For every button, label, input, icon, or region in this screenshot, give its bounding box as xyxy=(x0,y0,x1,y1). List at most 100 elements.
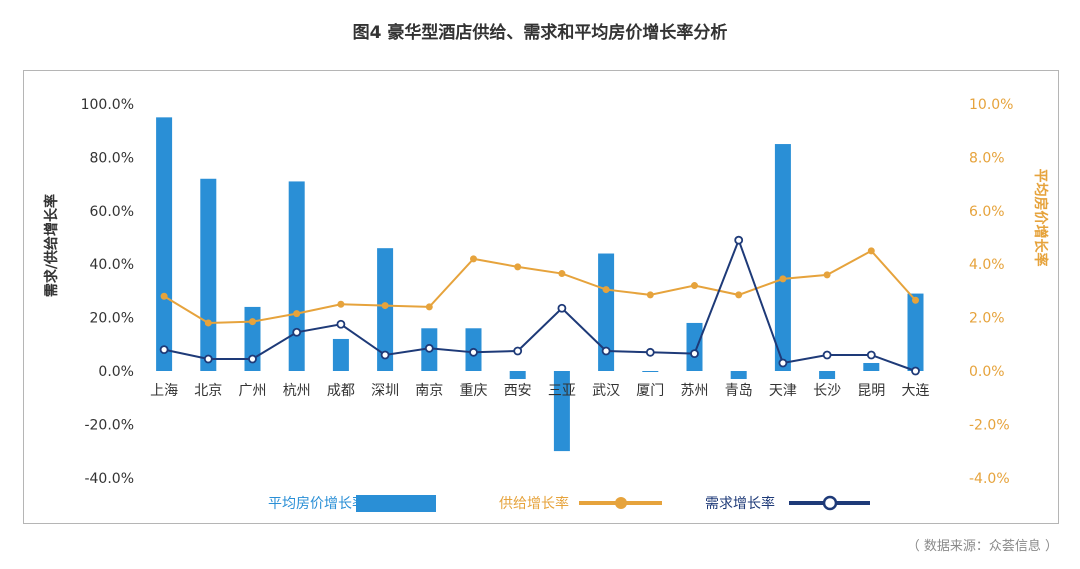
category-label: 三亚 xyxy=(548,383,576,399)
category-label: 杭州 xyxy=(283,383,311,399)
price-growth-bar xyxy=(332,338,349,371)
legend-marker-demand xyxy=(822,495,838,511)
legend-label-price: 平均房价增长率 xyxy=(268,495,366,512)
demand-growth-point xyxy=(734,235,744,245)
supply-growth-point xyxy=(646,291,654,299)
category-label: 西安 xyxy=(504,383,532,399)
demand-growth-point xyxy=(380,350,390,360)
price-growth-bar xyxy=(774,144,791,371)
supply-growth-point xyxy=(381,302,389,310)
legend-swatch-price xyxy=(356,495,436,512)
right-axis-tick-label: -4.0% xyxy=(969,471,1010,487)
chart-title: 图4 豪华型酒店供给、需求和平均房价增长率分析 xyxy=(352,23,728,43)
price-growth-bar xyxy=(598,253,615,371)
supply-growth-point xyxy=(558,270,566,278)
category-label: 武汉 xyxy=(592,383,620,399)
demand-growth-point xyxy=(469,347,478,357)
supply-growth-point xyxy=(337,300,345,308)
supply-growth-point xyxy=(867,247,875,255)
chart-svg: -40.0% -20.0% 0.0% 20.0% 40.0% 60.0% 80.0% 100.… xyxy=(43,97,1049,512)
supply-growth-point xyxy=(160,292,168,300)
price-growth-bar xyxy=(907,293,924,371)
demand-growth-point xyxy=(778,358,788,368)
legend-marker-supply xyxy=(615,497,627,509)
right-axis-tick-label: 10.0% xyxy=(969,97,1013,113)
price-growth-bar xyxy=(509,371,526,380)
right-axis-tick-label: -2.0% xyxy=(969,417,1010,433)
supply-growth-point xyxy=(691,282,698,290)
supply-growth-point xyxy=(204,319,212,327)
price-growth-bar xyxy=(642,371,659,372)
right-axis-tick-label: 0.0% xyxy=(969,364,1005,380)
supply-growth-point xyxy=(514,263,522,271)
price-growth-bar xyxy=(686,322,703,371)
category-label: 苏州 xyxy=(681,383,709,399)
left-axis-tick-label: 60.0% xyxy=(90,204,134,220)
left-axis-tick-label: 20.0% xyxy=(90,311,134,327)
left-axis-tick-label: 100.0% xyxy=(81,97,134,113)
right-axis-tick-label: 8.0% xyxy=(969,150,1005,166)
demand-growth-point xyxy=(159,345,169,355)
demand-growth-line xyxy=(163,237,916,372)
price-growth-bar xyxy=(819,371,836,380)
data-source-note: （ 数据来源：众荟信息 ） xyxy=(906,539,1058,554)
supply-growth-point xyxy=(735,291,743,299)
category-label: 广州 xyxy=(239,383,267,399)
price-growth-bar xyxy=(863,362,880,371)
price-growth-bar xyxy=(156,117,173,371)
supply-growth-point xyxy=(293,310,301,318)
demand-growth-point xyxy=(822,350,832,360)
legend-label-demand: 需求增长率 xyxy=(705,495,775,512)
category-label: 厦门 xyxy=(636,383,664,399)
chart-frame: -40.0% -20.0% 0.0% 20.0% 40.0% 60.0% 80.0% 100.… xyxy=(23,70,1059,524)
supply-growth-point xyxy=(425,303,433,311)
category-label: 南京 xyxy=(415,383,443,399)
demand-growth-point xyxy=(513,346,523,356)
left-axis-tick-label: -40.0% xyxy=(84,471,134,487)
supply-growth-point xyxy=(912,296,919,304)
right-axis-tick-label: 6.0% xyxy=(969,204,1005,220)
demand-growth-point xyxy=(601,346,611,356)
price-growth-bar xyxy=(288,181,305,371)
left-axis-tick-label: -20.0% xyxy=(84,417,134,433)
supply-growth-point xyxy=(823,271,831,279)
price-growth-bar xyxy=(553,371,570,452)
demand-growth-point xyxy=(336,319,346,329)
left-axis-tick-label: 0.0% xyxy=(98,364,134,380)
price-growth-bar xyxy=(377,248,394,371)
category-label: 长沙 xyxy=(813,383,841,399)
demand-growth-point xyxy=(866,350,876,360)
supply-growth-point xyxy=(470,255,477,263)
right-axis-tick-label: 2.0% xyxy=(969,311,1005,327)
left-axis-tick-label: 40.0% xyxy=(90,257,134,273)
demand-growth-point xyxy=(557,303,567,313)
supply-growth-point xyxy=(602,286,610,294)
category-label: 大连 xyxy=(902,383,930,399)
supply-growth-point xyxy=(249,318,256,326)
price-growth-bar xyxy=(730,371,747,380)
category-label: 重庆 xyxy=(460,383,488,399)
price-growth-bar xyxy=(244,306,261,371)
legend-label-supply: 供给增长率 xyxy=(499,495,569,512)
category-label: 上海 xyxy=(150,383,178,399)
category-label: 青岛 xyxy=(725,383,753,399)
price-growth-bar xyxy=(200,178,217,371)
category-label: 深圳 xyxy=(371,383,399,399)
category-label: 成都 xyxy=(327,383,355,399)
demand-growth-point xyxy=(690,349,699,359)
left-axis-title: 需求/供给增长率 xyxy=(43,194,60,297)
demand-growth-point xyxy=(911,366,920,376)
right-axis-title: 平均房价增长率 xyxy=(1032,169,1049,267)
category-label: 北京 xyxy=(194,383,222,399)
supply-growth-line xyxy=(163,249,917,324)
supply-growth-point xyxy=(779,275,787,283)
category-label: 昆明 xyxy=(857,383,885,399)
demand-growth-point xyxy=(248,354,257,364)
left-axis-tick-label: 80.0% xyxy=(90,150,134,166)
demand-growth-point xyxy=(203,354,213,364)
category-label: 天津 xyxy=(769,383,797,399)
right-axis-tick-label: 4.0% xyxy=(969,257,1005,273)
demand-growth-point xyxy=(424,343,434,353)
demand-growth-point xyxy=(292,327,302,337)
demand-growth-point xyxy=(645,347,655,357)
